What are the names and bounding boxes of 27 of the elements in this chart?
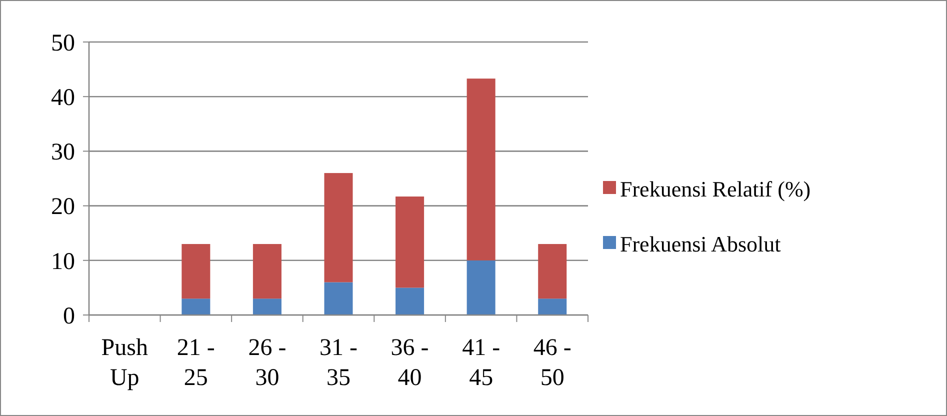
bar	[396, 196, 424, 288]
y-tick-label: 30	[51, 140, 75, 166]
x-tick-label: 26 - 30	[248, 335, 286, 391]
legend-label: Frekuensi Absolut	[620, 232, 781, 257]
x-tick-label: 41 - 45	[462, 335, 500, 391]
y-tick-label: 10	[51, 248, 75, 275]
x-tick-label: Push Up	[101, 335, 148, 391]
legend-label: Frekuensi Relatif (%)	[620, 176, 811, 202]
bar	[396, 288, 424, 315]
bar	[538, 244, 567, 299]
bar	[252, 244, 282, 299]
x-tick-label: 46 - 50	[533, 335, 572, 391]
x-tick-label: 31 - 35	[320, 335, 358, 391]
y-tick-label: 20	[51, 194, 75, 220]
x-tick-label: 36 - 40	[390, 335, 429, 391]
bar	[324, 282, 353, 315]
x-tick-label: 21 - 25	[176, 335, 215, 391]
y-tick-label: 50	[51, 30, 75, 56]
bar	[182, 244, 210, 299]
bar	[182, 298, 210, 315]
y-tick-label: 40	[51, 85, 75, 111]
bar	[252, 298, 282, 315]
bar	[324, 173, 353, 282]
bar	[466, 260, 496, 315]
bar	[538, 298, 567, 315]
y-tick-label: 0	[63, 303, 75, 330]
bar	[466, 78, 496, 260]
